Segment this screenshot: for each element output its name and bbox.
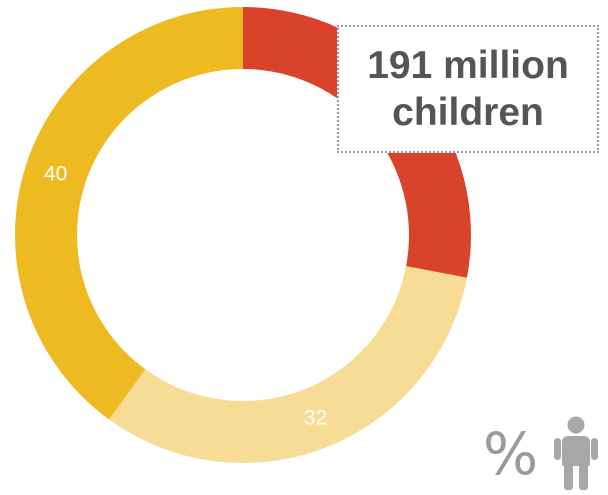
donut-segment-3: [15, 7, 243, 420]
donut-segment-2: [108, 266, 467, 463]
child-figure-icon: [554, 416, 598, 490]
donut-label-3: 40: [44, 163, 67, 186]
donut-segment-1: [243, 7, 471, 278]
callout-line-2: children: [392, 91, 544, 134]
total-callout: 191 million children: [337, 25, 599, 153]
donut-label-2: 32: [304, 407, 327, 430]
callout-line-1: 191 million: [367, 44, 569, 87]
percent-unit-label: %: [483, 420, 539, 488]
donut-segments: [15, 7, 471, 463]
